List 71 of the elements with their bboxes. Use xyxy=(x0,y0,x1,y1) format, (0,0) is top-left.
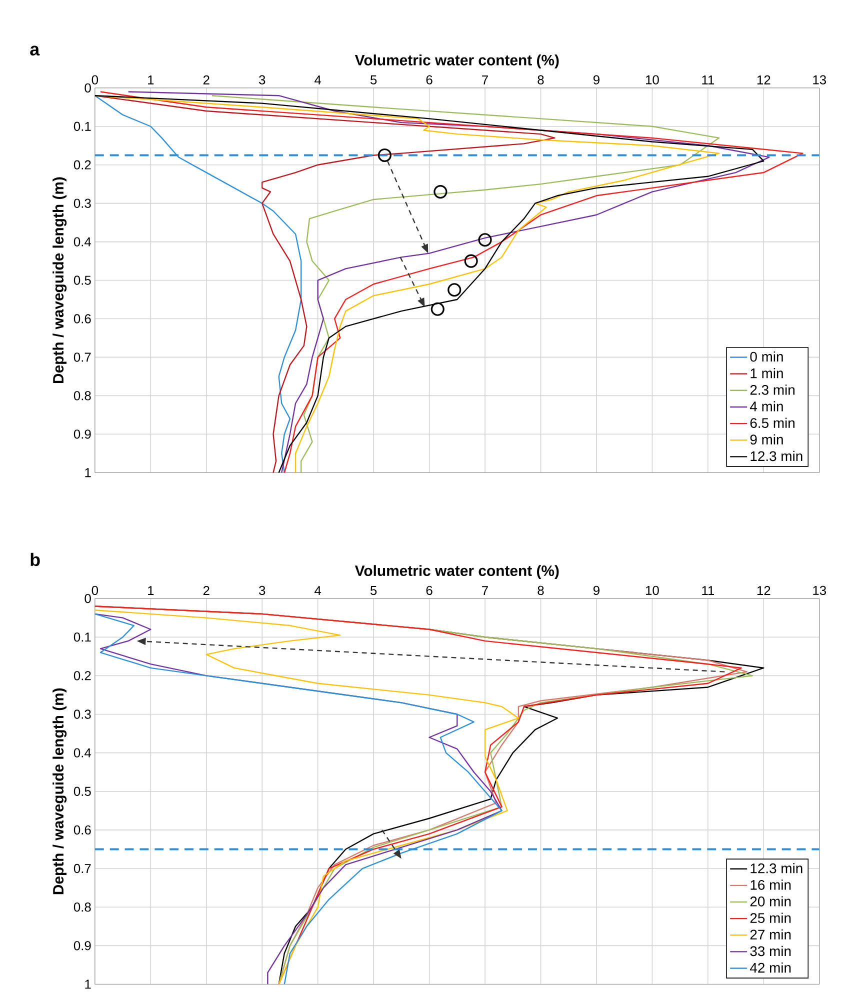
x-tick-label: 10 xyxy=(646,75,659,84)
x-tick-label: 11 xyxy=(702,586,714,596)
legend-label: 4 min xyxy=(750,401,783,412)
x-tick-label: 8 xyxy=(538,586,544,596)
y-tick-label: 0.5 xyxy=(74,786,91,796)
y-tick-label: 0.7 xyxy=(74,864,91,874)
y-tick-label: 0.8 xyxy=(74,902,91,912)
y-tick-label: 0.1 xyxy=(74,632,91,642)
y-tick-label: 1 xyxy=(85,980,91,989)
y-tick-label: 0.8 xyxy=(74,391,91,400)
y-tick-label: 0.3 xyxy=(74,710,91,719)
x-tick-label: 1 xyxy=(148,75,154,84)
legend-label: 6.5 min xyxy=(750,418,794,428)
x-tick-label: 5 xyxy=(370,586,376,596)
x-tick-label: 10 xyxy=(646,586,659,596)
y-tick-label: 0.2 xyxy=(74,671,91,680)
x-tick-label: 3 xyxy=(258,75,265,84)
x-tick-label: 8 xyxy=(538,75,544,84)
legend-label: 2.3 min xyxy=(750,384,794,395)
x-tick-label: 12 xyxy=(757,586,770,596)
y-axis-title: Depth / waveguide length (m) xyxy=(52,688,66,894)
legend-label: 25 min xyxy=(750,912,790,924)
y-tick-label: 0 xyxy=(84,83,91,92)
x-tick-label: 7 xyxy=(482,75,488,84)
legend-label: 16 min xyxy=(750,880,790,890)
legend-label: 1 min xyxy=(750,368,783,378)
x-tick-label: 6 xyxy=(426,75,432,84)
legend-label: 0 min xyxy=(750,351,783,362)
y-tick-label: 0.5 xyxy=(74,276,91,285)
x-tick-label: 12 xyxy=(757,75,770,84)
x-axis-title: Volumetric water content (%) xyxy=(354,54,559,68)
x-tick-label: 1 xyxy=(148,586,154,596)
legend-label: 12.3 min xyxy=(750,863,802,874)
text: b xyxy=(30,552,40,566)
legend-label: 27 min xyxy=(750,929,790,940)
text: a xyxy=(30,46,40,56)
legend-label: 42 min xyxy=(750,962,790,973)
y-tick-label: 0.6 xyxy=(74,314,91,324)
y-tick-label: 0.9 xyxy=(74,941,91,950)
y-tick-label: 0 xyxy=(84,594,91,604)
x-tick-label: 0 xyxy=(92,586,98,596)
x-tick-label: 7 xyxy=(482,586,488,596)
y-axis-title: Depth / waveguide length (m) xyxy=(52,177,66,383)
y-tick-label: 0.2 xyxy=(74,160,91,170)
x-tick-label: 2 xyxy=(203,75,210,84)
x-tick-label: 3 xyxy=(258,586,265,596)
x-tick-label: 13 xyxy=(813,586,826,596)
x-tick-label: 9 xyxy=(593,75,600,84)
y-tick-label: 0.3 xyxy=(74,198,91,208)
legend-label: 33 min xyxy=(750,946,790,956)
line-series xyxy=(94,95,556,474)
x-tick-label: 9 xyxy=(593,586,600,596)
x-tick-label: 4 xyxy=(314,75,321,84)
y-tick-label: 0.7 xyxy=(74,352,91,362)
x-axis-title: Volumetric water content (%) xyxy=(354,565,559,580)
y-tick-label: 0.4 xyxy=(74,748,91,758)
x-tick-label: 6 xyxy=(426,586,432,596)
y-tick-label: 0.1 xyxy=(74,122,91,131)
legend-label: 12.3 min xyxy=(750,450,802,462)
x-tick-label: 0 xyxy=(92,75,98,84)
y-tick-label: 0.6 xyxy=(74,825,91,835)
x-tick-label: 11 xyxy=(702,75,714,84)
legend-label: 20 min xyxy=(750,896,790,906)
x-tick-label: 13 xyxy=(813,75,826,84)
x-tick-label: 2 xyxy=(203,586,210,596)
x-tick-label: 5 xyxy=(370,75,376,84)
y-tick-label: 1 xyxy=(85,468,91,478)
y-tick-label: 0.9 xyxy=(74,430,91,439)
x-tick-label: 4 xyxy=(314,586,321,596)
legend-label: 9 min xyxy=(750,434,783,445)
y-tick-label: 0.4 xyxy=(74,237,91,246)
